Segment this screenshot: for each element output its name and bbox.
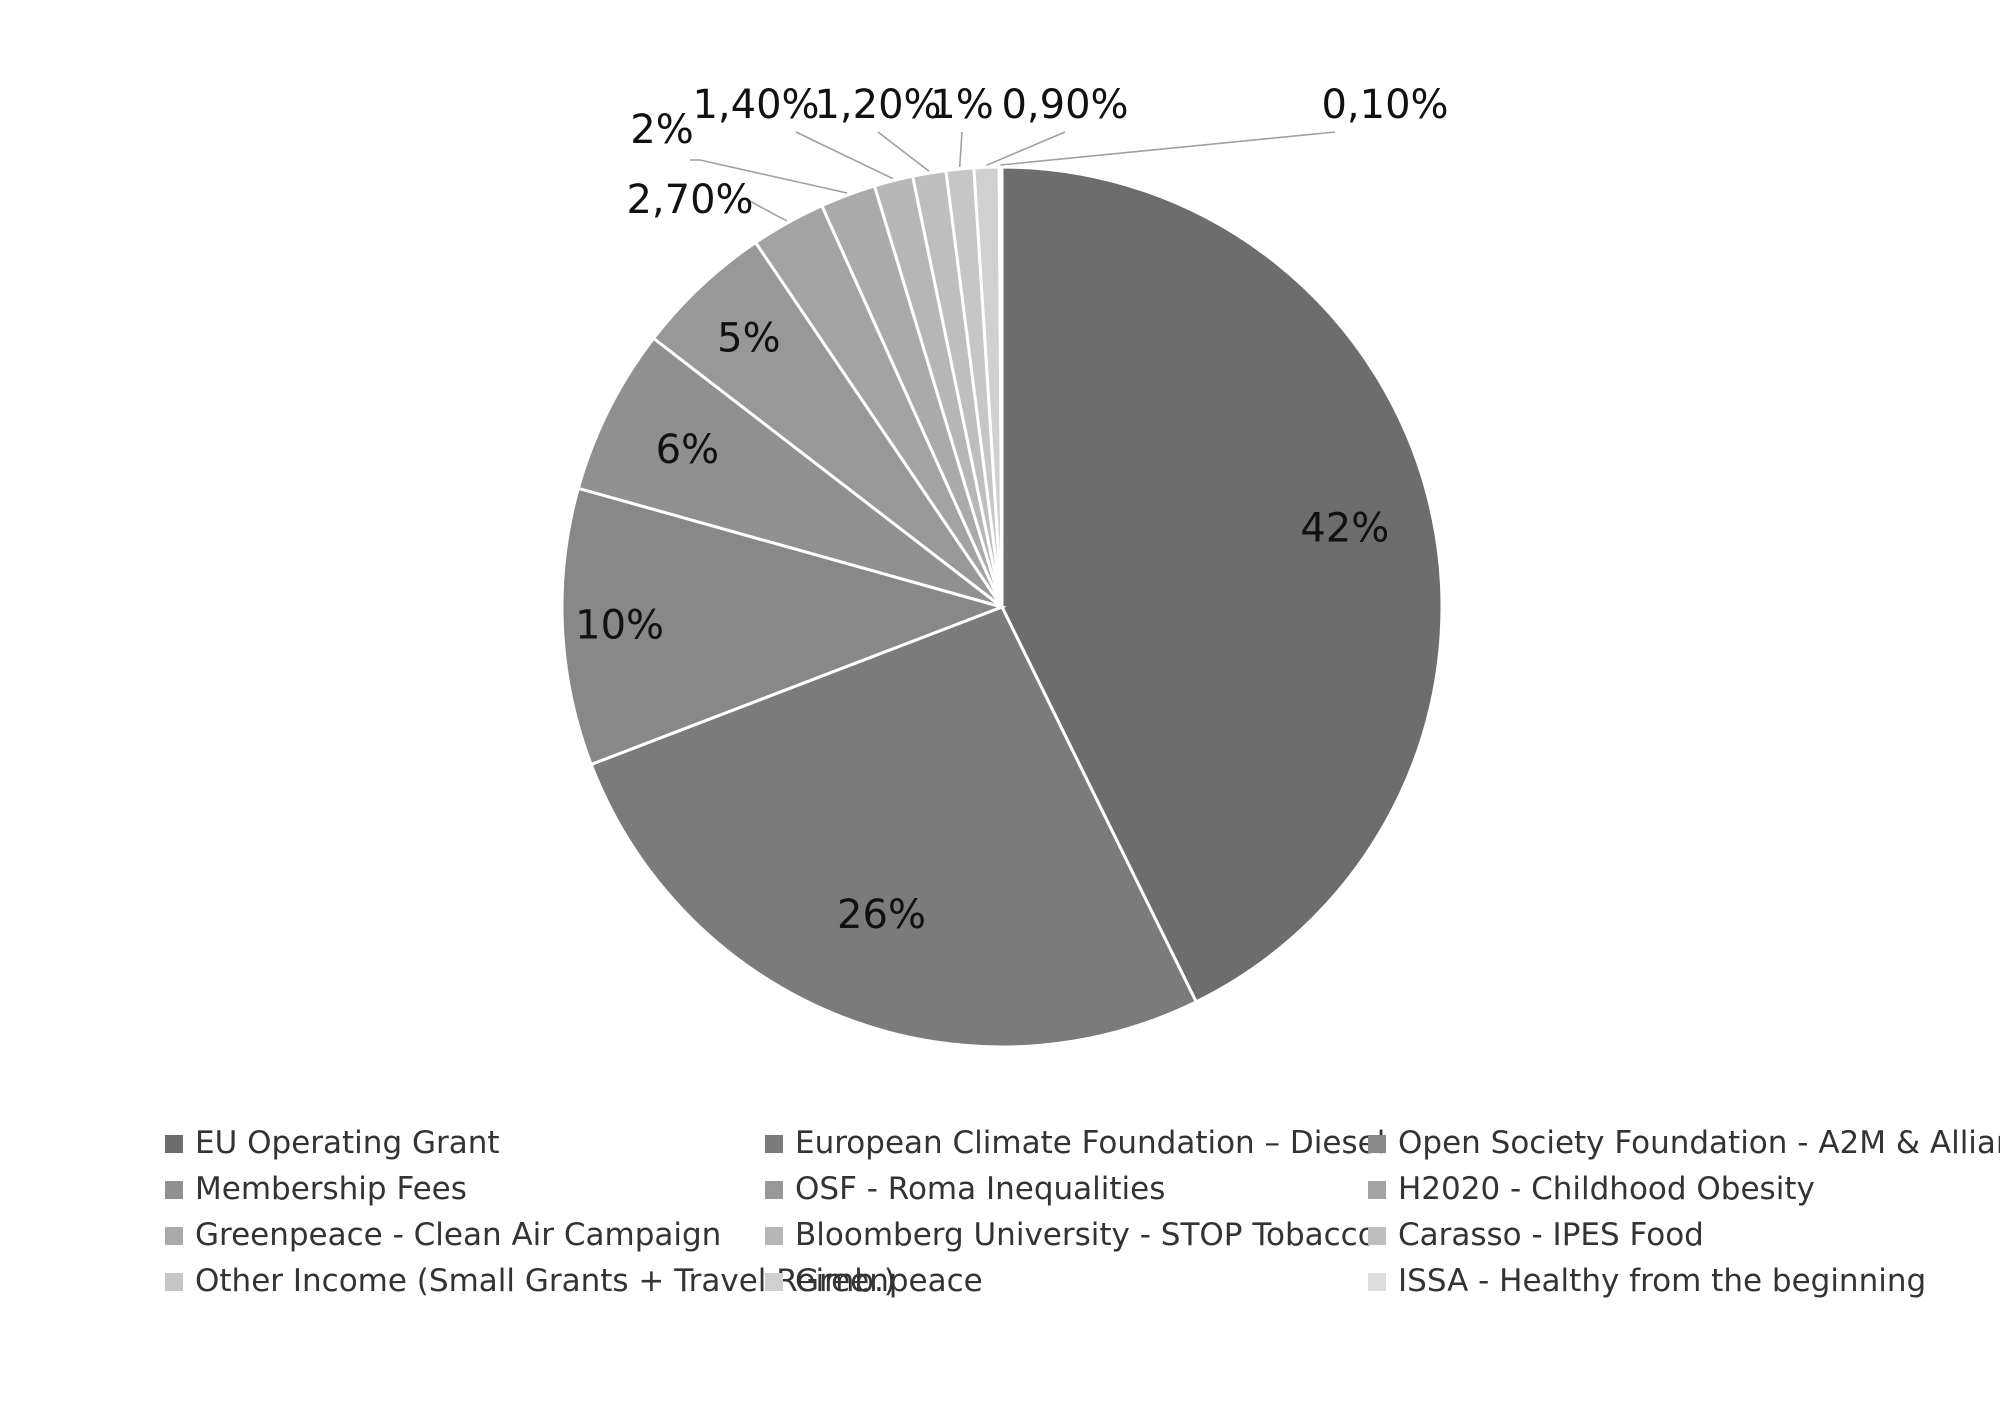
legend-label: Open Society Foundation - A2M & Alliance: [1398, 1125, 2000, 1161]
legend-swatch: [765, 1181, 783, 1199]
legend-swatch: [165, 1227, 183, 1245]
legend-label: OSF - Roma Inequalities: [795, 1171, 1165, 1207]
legend-item-eu-operating-grant: EU Operating Grant: [165, 1125, 500, 1161]
legend-swatch: [165, 1181, 183, 1199]
data-label-european-climate-foundation-diesel: 26%: [837, 892, 926, 938]
legend-label: Membership Fees: [195, 1171, 467, 1207]
legend-item-open-society-foundation-a2m-alliance: Open Society Foundation - A2M & Alliance: [1368, 1125, 2000, 1161]
legend-item-issa-healthy-from-the-beginning: ISSA - Healthy from the beginning: [1368, 1263, 1926, 1299]
data-label-eu-operating-grant: 42%: [1300, 505, 1389, 551]
data-label-carasso-ipes-food: 1,20%: [814, 82, 941, 128]
legend-swatch: [765, 1135, 783, 1153]
legend-swatch: [1368, 1135, 1386, 1153]
legend-item-osf-roma-inequalities: OSF - Roma Inequalities: [765, 1171, 1165, 1207]
leader-line-greenpeace-clean-air-campaign: [690, 159, 848, 194]
data-label-membership-fees: 6%: [656, 427, 719, 473]
legend-label: Carasso - IPES Food: [1398, 1217, 1704, 1253]
data-label-other-income-small-grants-travel-reimb: 1%: [930, 82, 993, 128]
legend-item-membership-fees: Membership Fees: [165, 1171, 467, 1207]
legend-item-h2020-childhood-obesity: H2020 - Childhood Obesity: [1368, 1171, 1815, 1207]
legend-swatch: [1368, 1227, 1386, 1245]
legend-item-greenpeace: Greenpeace: [765, 1263, 983, 1299]
data-labels: 42% 26% 10% 6% 5% 2,70% 2%1,40%1,20%1% 0,90% 0,1…: [575, 82, 1448, 938]
legend-item-european-climate-foundation-diesel: European Climate Foundation – Diesel: [765, 1125, 1385, 1161]
legend-label: H2020 - Childhood Obesity: [1398, 1171, 1815, 1207]
leader-line-greenpeace: [986, 131, 1066, 167]
legend-swatch: [765, 1273, 783, 1291]
data-label-open-society-foundation-a2m-alliance: 10%: [575, 603, 664, 649]
leader-line-bloomberg-university-stop-tobacco: [795, 131, 894, 180]
slice-issa-healthy-from-the-beginning: [997, 165, 1004, 608]
legend-label: Greenpeace: [795, 1263, 983, 1299]
legend-label: ISSA - Healthy from the beginning: [1398, 1263, 1926, 1299]
legend-item-carasso-ipes-food: Carasso - IPES Food: [1368, 1217, 1704, 1253]
slice-membership-fees: [576, 336, 1003, 609]
legend: EU Operating Grant European Climate Found…: [165, 1125, 2000, 1299]
data-label-greenpeace-clean-air-campaign: 2%: [630, 107, 693, 153]
legend-swatch: [765, 1227, 783, 1245]
data-label-h2020-childhood-obesity: 2,70%: [626, 177, 753, 223]
pie-slices: [560, 165, 1444, 1049]
legend-swatch: [1368, 1181, 1386, 1199]
legend-label: Bloomberg University - STOP Tobacco: [795, 1217, 1377, 1253]
legend-label: Greenpeace - Clean Air Campaign: [195, 1217, 721, 1253]
leader-line-issa-healthy-from-the-beginning: [1000, 131, 1336, 166]
slice-open-society-foundation-a2m-alliance: [560, 486, 1007, 767]
data-label-bloomberg-university-stop-tobacco: 1,40%: [692, 82, 819, 128]
legend-label: European Climate Foundation – Diesel: [795, 1125, 1385, 1161]
slice-european-climate-foundation-diesel: [589, 605, 1199, 1049]
slice-osf-roma-inequalities: [651, 240, 1004, 609]
legend-item-greenpeace-clean-air-campaign: Greenpeace - Clean Air Campaign: [165, 1217, 721, 1253]
slice-eu-operating-grant: [1000, 165, 1444, 1004]
data-label-osf-roma-inequalities: 5%: [717, 316, 780, 362]
legend-swatch: [165, 1135, 183, 1153]
data-label-issa-healthy-from-the-beginning: 0,10%: [1321, 82, 1448, 128]
legend-label: Other Income (Small Grants + Travel Reim…: [195, 1263, 896, 1299]
legend-swatch: [1368, 1273, 1386, 1291]
leader-line-other-income-small-grants-travel-reimb: [958, 131, 963, 168]
leader-line-h2020-childhood-obesity: [747, 199, 788, 222]
leader-line-carasso-ipes-food: [877, 131, 930, 172]
leader-lines: [690, 131, 1336, 222]
legend-item-other-income-small-grants-travel-reimb: Other Income (Small Grants + Travel Reim…: [165, 1263, 896, 1299]
legend-swatch: [165, 1273, 183, 1291]
legend-item-bloomberg-university-stop-tobacco: Bloomberg University - STOP Tobacco: [765, 1217, 1377, 1253]
legend-label: EU Operating Grant: [195, 1125, 500, 1161]
data-label-greenpeace: 0,90%: [1001, 82, 1128, 128]
